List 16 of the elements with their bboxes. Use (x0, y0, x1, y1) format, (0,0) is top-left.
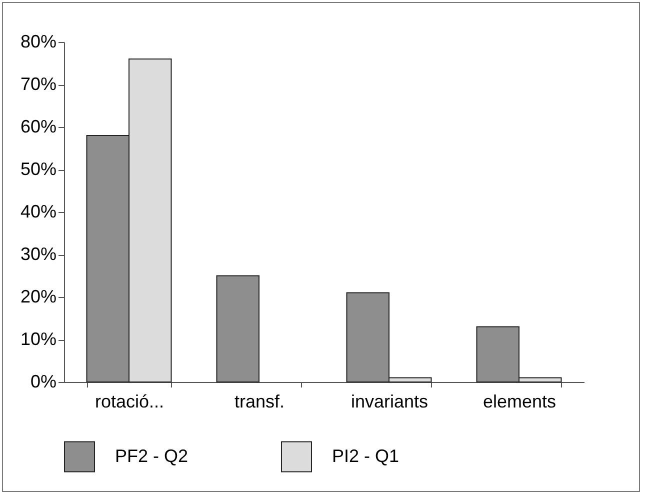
x-tick-label: elements (482, 392, 556, 412)
y-tick-label: 80% (20, 32, 56, 52)
y-tick-label: 40% (20, 202, 56, 222)
y-tick-label: 10% (20, 329, 56, 349)
x-tick-label: invariants (350, 392, 428, 412)
y-tick-label: 60% (20, 116, 56, 136)
x-tick-label: rotació... (94, 392, 164, 412)
y-tick-label: 20% (20, 286, 56, 306)
y-tick-label: 30% (20, 244, 56, 264)
y-tick-label: 0% (30, 372, 56, 392)
legend-label: PF2 - Q2 (115, 446, 188, 466)
y-tick-label: 50% (20, 159, 56, 179)
bar (216, 275, 260, 382)
y-tick-label: 70% (20, 74, 56, 94)
legend-label: PI2 - Q1 (332, 446, 400, 466)
x-tick-label: transf. (234, 392, 285, 412)
